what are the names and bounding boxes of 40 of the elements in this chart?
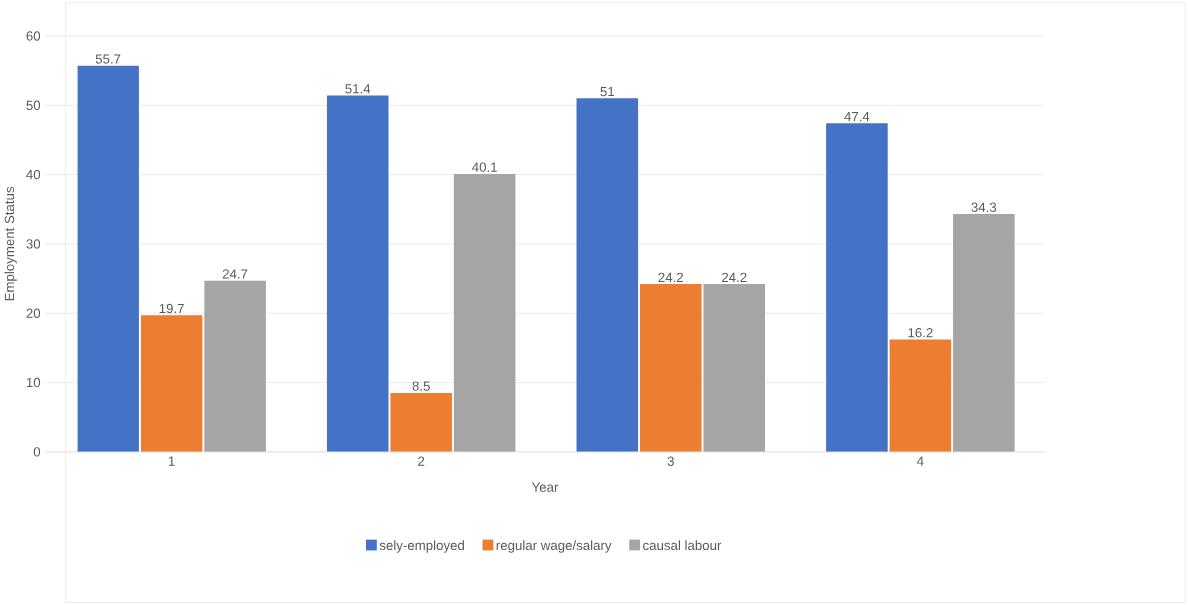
bar <box>576 98 639 452</box>
y-tick-label: 10 <box>26 377 41 388</box>
bar <box>390 392 452 452</box>
x-axis-title: Year <box>531 482 559 492</box>
y-tick-label: 0 <box>33 447 41 457</box>
data-label: 51.4 <box>345 84 371 94</box>
data-label: 24.7 <box>222 269 248 279</box>
legend-label: regular wage/salary <box>496 540 612 553</box>
y-axis-title: Employment Status <box>4 186 17 301</box>
x-tick-label: 3 <box>667 456 674 466</box>
data-label: 40.1 <box>472 162 497 172</box>
y-tick-label: 30 <box>26 239 41 249</box>
data-label: 19.7 <box>159 303 184 314</box>
data-label: 16.2 <box>908 327 933 338</box>
data-label: 51 <box>600 86 615 97</box>
x-tick-label: 1 <box>168 456 175 466</box>
data-label: 47.4 <box>844 111 870 122</box>
data-label: 34.3 <box>971 202 997 212</box>
bar <box>326 95 389 452</box>
legend-label: causal labour <box>643 540 722 550</box>
bar <box>826 123 888 452</box>
y-tick-label: 50 <box>26 100 41 110</box>
data-label: 55.7 <box>95 54 121 64</box>
bar <box>889 339 952 452</box>
data-label: 8.5 <box>412 381 430 391</box>
x-tick-label: 2 <box>418 456 425 466</box>
bar <box>639 283 702 452</box>
bar <box>453 173 516 452</box>
bar <box>953 213 1015 452</box>
bar <box>77 65 139 452</box>
x-tick-label: 4 <box>916 456 924 466</box>
data-label: 24.2 <box>722 272 747 282</box>
y-tick-label: 20 <box>26 308 41 318</box>
data-label: 24.2 <box>658 272 683 282</box>
bar <box>204 280 266 452</box>
bar <box>703 283 766 452</box>
y-tick-label: 60 <box>26 31 41 41</box>
legend-label: sely-employed <box>379 540 464 553</box>
y-tick-label: 40 <box>26 169 41 180</box>
bar <box>140 315 203 452</box>
